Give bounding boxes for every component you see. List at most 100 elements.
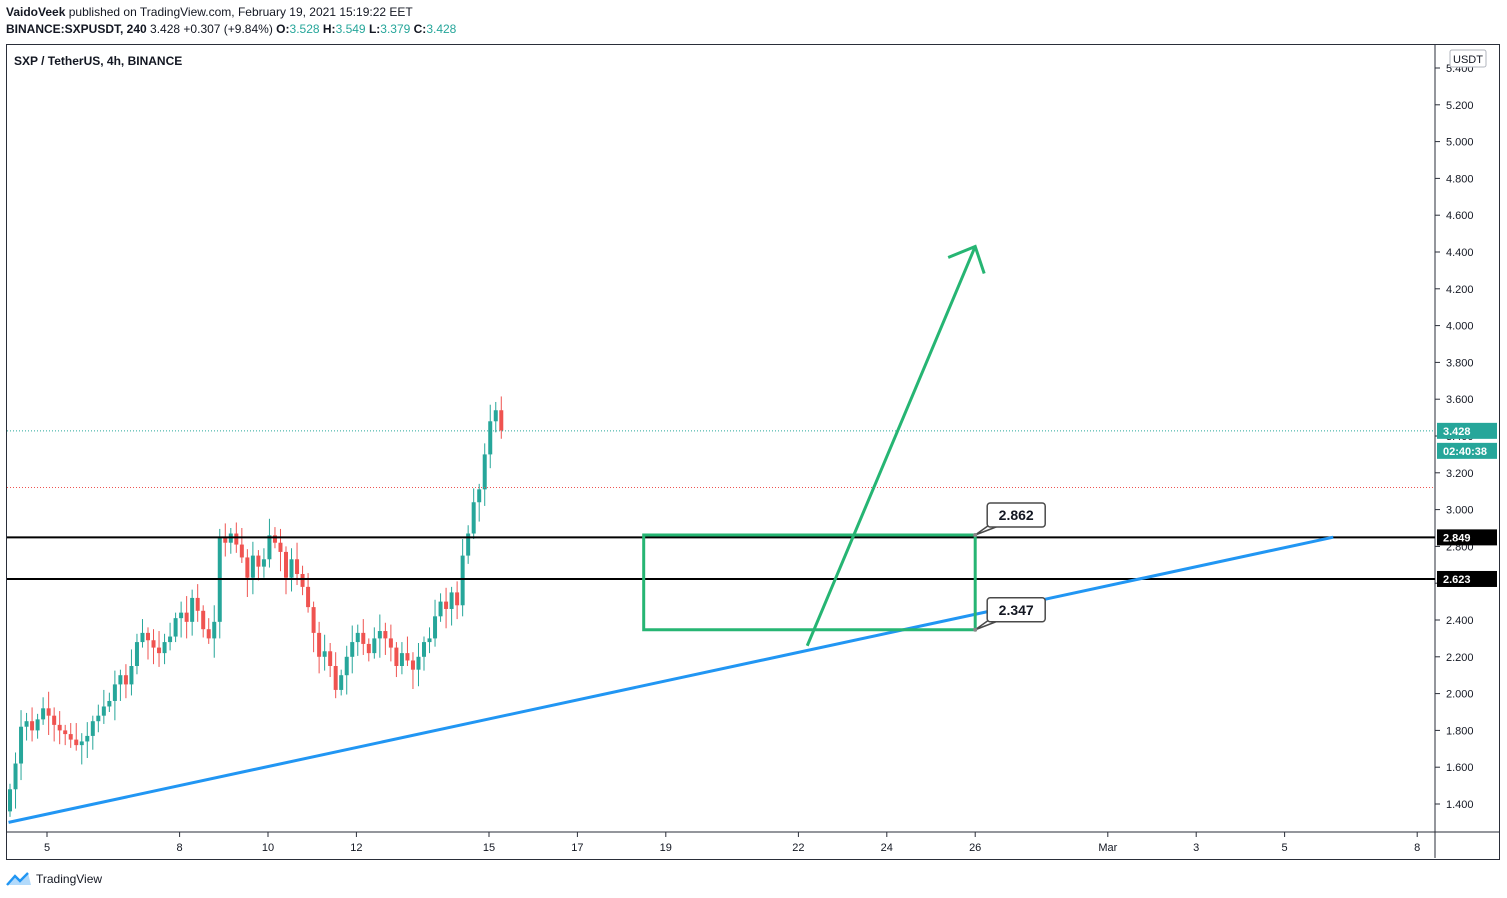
candle-up (433, 616, 438, 639)
candle-down (455, 592, 460, 606)
candle-down (239, 544, 244, 558)
buy-zone-rectangle[interactable] (642, 533, 977, 632)
time-axis[interactable]: 5 8 10 12 15 17 19 22 24 26 Mar 3 5 8 (44, 832, 1420, 854)
lower-callout-box[interactable] (986, 597, 1046, 623)
y-tick-label: 2.400 (1446, 615, 1474, 627)
candle-up (101, 706, 106, 716)
price-change: +0.307 (+9.84%) (183, 22, 273, 36)
level-high-label-bg (1437, 529, 1497, 546)
last-price-label: 3.428 (1443, 426, 1471, 438)
candle-up (482, 454, 487, 490)
candle-up (460, 555, 465, 606)
candle-down (256, 555, 261, 567)
y-tick-label: 3.200 (1446, 468, 1474, 480)
y-tick-label: 4.000 (1446, 321, 1474, 333)
candle-up (416, 656, 421, 670)
level-low-label: 2.623 (1443, 574, 1471, 586)
y-tick-label: 4.600 (1446, 210, 1474, 222)
author-name[interactable]: VaidoVeek (6, 5, 66, 19)
x-tick-label: 24 (881, 842, 893, 854)
tradingview-brand: TradingView (36, 872, 103, 886)
drawing-layer: 2.862 2.347 (7, 244, 1435, 824)
candle-up (162, 642, 167, 654)
candle-up (24, 721, 29, 727)
legend-title: SXP / TetherUS, 4h, BINANCE (14, 54, 182, 68)
candle-up (471, 502, 476, 534)
y-tick-label: 5.000 (1446, 137, 1474, 149)
currency-label: USDT (1453, 54, 1483, 66)
candle-up (85, 735, 90, 742)
candle-up (107, 700, 112, 707)
ascending-trendline[interactable] (8, 535, 1334, 824)
candle-up (173, 618, 178, 637)
candle-up (422, 642, 426, 657)
candle-up (377, 631, 382, 639)
low-label: L: (368, 22, 381, 36)
y-tick-label: 4.800 (1446, 173, 1474, 185)
candle-down (30, 721, 35, 731)
candle-down (306, 586, 311, 608)
candle-down (272, 535, 277, 543)
candle-down (245, 557, 250, 578)
bar-countdown-label-bg (1437, 442, 1497, 459)
candle-down (123, 675, 128, 685)
y-tick-label: 3.600 (1446, 394, 1474, 406)
candle-down (46, 708, 51, 716)
symbol-info: BINANCE:SXPUSDT, 240 3.428 +0.307 (+9.84… (6, 22, 456, 36)
upper-callout-box[interactable] (986, 502, 1046, 528)
lower-callout-anchor (973, 627, 978, 632)
candle-up (41, 708, 46, 720)
candle-down (311, 607, 316, 633)
x-tick-label: 10 (262, 842, 274, 854)
candle-up (339, 675, 344, 690)
candle-down (151, 640, 156, 648)
tradingview-footer[interactable]: TradingView (6, 872, 102, 886)
candle-down (52, 715, 57, 725)
low-value: 3.379 (380, 22, 411, 36)
publish-info: VaidoVeek published on TradingView.com, … (6, 5, 413, 19)
candle-up (427, 638, 432, 643)
level-low-label-bg (1437, 570, 1497, 587)
candle-up (261, 559, 266, 567)
candle-down (499, 410, 504, 431)
candle-up (112, 684, 117, 701)
candle-down (201, 610, 206, 630)
candle-up (90, 721, 95, 736)
candle-up (466, 533, 471, 556)
last-price-label-bg (1437, 422, 1497, 439)
currency-badge: USDT (1449, 49, 1487, 68)
y-tick-label: 3.000 (1446, 505, 1474, 517)
y-tick-label: 3.800 (1446, 357, 1474, 369)
y-tick-label: 1.600 (1446, 762, 1474, 774)
candle-up (212, 621, 217, 639)
x-tick-label: 5 (44, 842, 50, 854)
projection-arrow-shaft[interactable] (805, 245, 977, 647)
price-axis[interactable]: 5.4005.2005.0004.8004.6004.4004.2004.000… (1435, 63, 1497, 811)
level-high-label: 2.849 (1443, 532, 1471, 544)
y-tick-label: 5.200 (1446, 100, 1474, 112)
projection-arrow-head[interactable] (947, 244, 986, 274)
high-value: 3.549 (335, 22, 366, 36)
x-tick-label: 26 (969, 842, 981, 854)
candle-down (234, 533, 239, 545)
candles-layer (8, 396, 504, 817)
candle-up (399, 653, 404, 666)
y-tick-label: 1.400 (1446, 799, 1474, 811)
x-tick-label: 15 (483, 842, 495, 854)
candle-down (361, 632, 366, 644)
candle-up (129, 666, 134, 685)
candle-down (63, 730, 68, 735)
candle-down (195, 597, 200, 611)
candle-down (410, 660, 415, 670)
candle-down (394, 647, 399, 666)
y-tick-label: 4.200 (1446, 284, 1474, 296)
publish-date: published on TradingView.com, February 1… (68, 5, 413, 19)
x-tick-label: 22 (792, 842, 804, 854)
x-tick-label: 19 (660, 842, 672, 854)
candle-up (96, 715, 101, 722)
candle-down (157, 647, 162, 654)
candle-down (223, 537, 228, 543)
candle-down (206, 629, 211, 639)
candle-down (300, 574, 305, 587)
